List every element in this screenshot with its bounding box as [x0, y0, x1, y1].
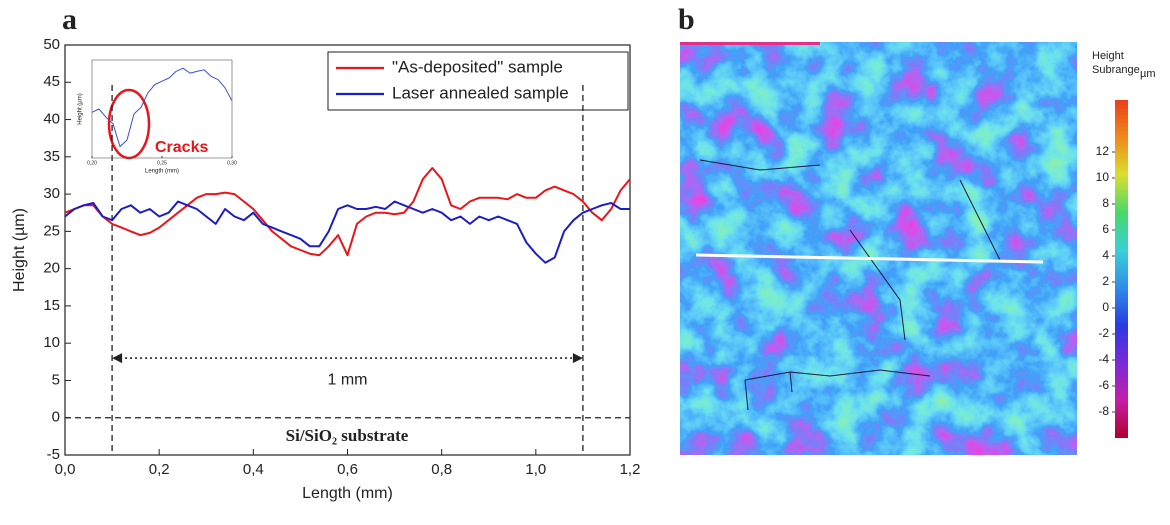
colorbar-tick-label: -4	[1098, 352, 1109, 366]
x-tick-label: 0,2	[149, 461, 170, 478]
colorbar-unit: µm	[1140, 68, 1156, 80]
y-tick-label: 25	[43, 222, 60, 239]
y-tick-label: 45	[43, 73, 60, 90]
series-line	[91, 67, 233, 148]
y-tick-label: 0	[52, 409, 60, 426]
x-tick-label: 0,30	[227, 160, 237, 166]
profile-line	[695, 253, 1044, 264]
crack-marker	[107, 88, 151, 160]
panel-label: b	[678, 3, 695, 36]
x-tick-label: 0,8	[431, 461, 452, 478]
height-map	[680, 42, 1077, 455]
colorbar-tick-label: 12	[1096, 144, 1110, 158]
y-tick-label: 35	[43, 148, 60, 165]
x-tick-label: 1,0	[525, 461, 546, 478]
colorbar-tick-label: 4	[1102, 248, 1109, 262]
x-tick-label: 0,4	[243, 461, 264, 478]
colorbar-title: Height	[1092, 50, 1124, 62]
y-tick-label: 20	[43, 260, 60, 277]
colorbar-subtitle: Subrange	[1092, 64, 1140, 76]
colorbar	[1115, 100, 1128, 438]
panel-label: a	[62, 3, 77, 36]
y-tick-label: -5	[47, 446, 60, 463]
y-tick-label: 50	[43, 36, 60, 53]
x-tick-label: 0,20	[87, 160, 97, 166]
colorbar-tick-label: 10	[1096, 170, 1110, 184]
plot-frame	[91, 59, 233, 159]
cracks	[699, 159, 1001, 411]
y-tick-label: 15	[43, 297, 60, 314]
colorbar-tick-label: -8	[1098, 404, 1109, 418]
colorbar-tick-label: -6	[1098, 378, 1109, 392]
legend-label: "As-deposited" sample	[392, 57, 563, 76]
edge-strip	[680, 42, 820, 45]
y-tick-label: 30	[43, 185, 60, 202]
arrow-head	[112, 353, 583, 364]
series-line	[64, 200, 630, 264]
colorbar-tick-label: 6	[1102, 222, 1109, 236]
x-tick-label: 0,25	[157, 160, 167, 166]
legend-label: Laser annealed sample	[392, 83, 569, 102]
y-tick-label: 40	[43, 111, 60, 128]
x-axis-label: Length (mm)	[302, 485, 393, 502]
annotation: Si/SiO₂ substrate	[286, 426, 409, 445]
colorbar-tick-label: -2	[1098, 326, 1109, 340]
span-label: 1 mm	[328, 371, 368, 388]
series-line	[64, 167, 631, 257]
legend-box	[327, 51, 629, 111]
y-tick-label: 10	[43, 334, 60, 351]
x-axis-label: Length (mm)	[145, 169, 179, 175]
colorbar-tick-label: 0	[1102, 300, 1109, 314]
colorbar-tick-label: 2	[1102, 274, 1109, 288]
annotation: Cracks	[155, 139, 208, 156]
y-axis-label: Height (µm)	[78, 93, 84, 124]
x-tick-label: 0,6	[337, 461, 358, 478]
colorbar-tick-label: 8	[1102, 196, 1109, 210]
x-tick-label: 0,0	[55, 461, 76, 478]
x-tick-label: 1,2	[620, 461, 641, 478]
y-tick-label: 5	[52, 371, 60, 388]
y-axis-label: Height (µm)	[11, 208, 28, 292]
